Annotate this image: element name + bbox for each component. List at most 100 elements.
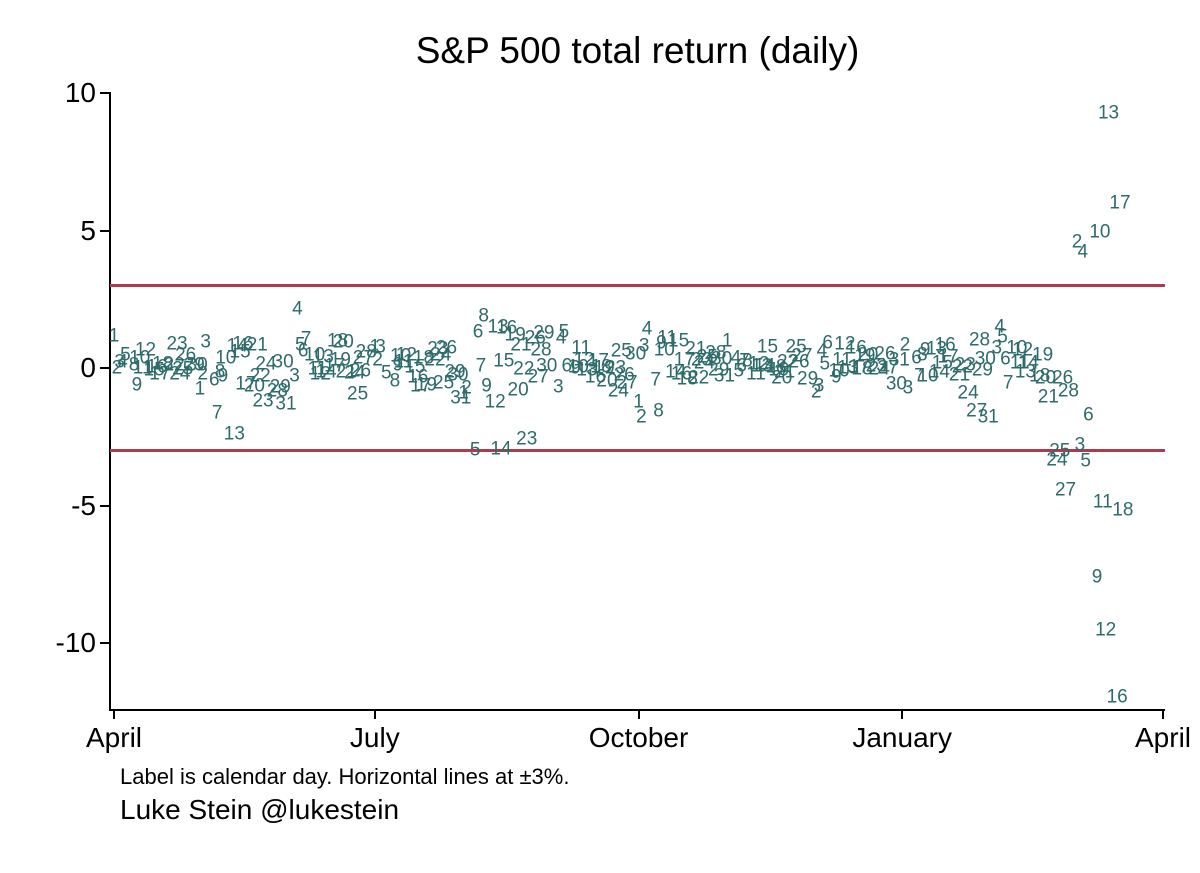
day-label: 13: [312, 346, 334, 368]
day-label: 18: [765, 356, 787, 378]
day-label: 8: [389, 370, 401, 392]
day-label: 17: [149, 363, 171, 385]
x-tick-label: April: [85, 722, 143, 753]
day-label: 20: [771, 367, 793, 389]
day-label: 10: [1006, 337, 1028, 359]
day-label: 8: [128, 354, 140, 376]
day-label: 22: [424, 349, 446, 371]
day-label: 26: [349, 360, 372, 382]
day-label: 4: [117, 351, 128, 373]
day-label: 23: [516, 428, 538, 450]
day-label: 30: [711, 348, 733, 370]
day-label: 24: [957, 382, 979, 404]
day-label: 3: [200, 331, 211, 353]
day-label: 12: [1011, 339, 1034, 361]
day-label: 6: [736, 355, 747, 377]
day-label: 24: [344, 362, 366, 384]
day-label: 9: [217, 365, 229, 387]
day-label: 12: [395, 344, 417, 366]
day-label: 27: [791, 345, 813, 367]
day-label: 21: [246, 334, 268, 356]
day-label: 28: [355, 341, 377, 363]
day-label: 7: [475, 355, 487, 377]
day-label: 13: [487, 316, 509, 338]
day-label: 26: [788, 351, 810, 373]
day-label: 28: [968, 329, 991, 351]
day-label: 18: [1112, 499, 1134, 521]
day-label: 27: [1054, 479, 1077, 501]
day-label: 2: [197, 363, 209, 385]
day-label: 14: [490, 438, 512, 460]
day-label: 24: [255, 353, 277, 375]
day-label: 6: [1083, 404, 1094, 426]
day-label: 23: [604, 357, 627, 379]
day-label: 25: [785, 336, 807, 358]
day-label: 24: [430, 344, 452, 366]
day-label: 10: [215, 347, 237, 369]
day-label: 14: [754, 355, 776, 377]
day-label: 12: [1095, 619, 1117, 641]
day-label: 5: [997, 326, 1008, 348]
day-label: 23: [954, 354, 976, 376]
day-label: 8: [653, 400, 664, 422]
day-label: 10: [828, 360, 850, 382]
x-tick-mark: [901, 710, 904, 719]
day-label: 10: [129, 347, 151, 369]
day-label: 14: [315, 361, 337, 383]
day-label: 10: [1089, 221, 1111, 243]
day-label: 19: [593, 357, 615, 379]
x-tick-mark: [637, 710, 640, 719]
day-label: 20: [243, 375, 266, 397]
day-label: 6: [561, 355, 573, 377]
day-label: 5: [733, 360, 745, 382]
day-label: 4: [1077, 241, 1089, 263]
day-label: 17: [848, 356, 870, 378]
day-label: 15: [493, 350, 515, 372]
day-label: 27: [877, 357, 899, 379]
day-label: 12: [748, 353, 770, 375]
day-label: 26: [175, 344, 197, 366]
day-label: 10: [567, 356, 589, 378]
day-label: 7: [650, 369, 661, 391]
day-label: 1: [194, 378, 206, 400]
day-label: 16: [407, 366, 429, 388]
day-label: 6: [1000, 348, 1011, 370]
day-label: 1: [369, 336, 381, 358]
day-label: 24: [868, 358, 890, 380]
day-label: 28: [1057, 380, 1079, 402]
day-label: 18: [676, 368, 698, 390]
day-label: 29: [269, 376, 291, 398]
day-label: 7: [914, 365, 925, 387]
day-label: 17: [235, 373, 257, 395]
day-label: 20: [596, 370, 618, 392]
x-tick-mark: [113, 710, 115, 719]
day-label: 9: [656, 332, 667, 354]
y-tick-mark: [100, 642, 109, 644]
y-tick-mark: [100, 367, 109, 369]
day-label: 29: [183, 354, 205, 376]
y-tick-mark: [100, 504, 109, 507]
day-label: 11: [393, 351, 414, 373]
day-label: 5: [295, 334, 306, 356]
day-label: 12: [309, 363, 331, 384]
day-label: 21: [335, 361, 357, 383]
day-label: 3: [552, 376, 564, 398]
day-label: 30: [974, 348, 996, 370]
x-axis-spine: [109, 709, 1165, 711]
day-label: 3: [1074, 434, 1086, 456]
day-label: 18: [152, 353, 174, 375]
day-label: 25: [433, 372, 455, 394]
day-label: 16: [1106, 686, 1128, 708]
ref-line-minus3pct: [110, 449, 1165, 452]
day-label: 20: [1034, 367, 1057, 389]
y-axis-spine: [109, 92, 111, 711]
day-label: 27: [966, 400, 988, 422]
y-tick-label: 5: [80, 214, 96, 246]
day-label: 30: [447, 364, 469, 386]
day-label: 13: [223, 423, 245, 445]
day-label: 18: [412, 347, 435, 369]
day-label: 25: [610, 340, 632, 362]
day-label: 7: [300, 328, 312, 350]
day-label: 23: [690, 349, 713, 371]
